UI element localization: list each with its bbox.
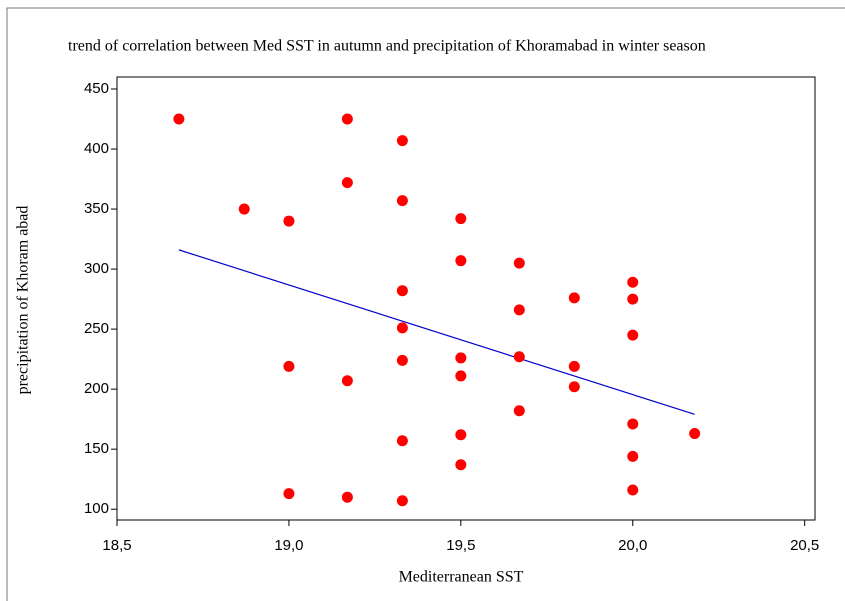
x-tick-label: 19,5 [446,537,475,554]
point [341,491,353,503]
point [513,257,525,269]
point [689,428,701,440]
fit-line [178,249,695,415]
y-tick-label: 400 [84,140,109,157]
point [396,322,408,334]
y-tick-label: 150 [84,440,109,457]
y-tick-label: 450 [84,80,109,97]
point [513,304,525,316]
point [627,450,639,462]
point [283,360,295,372]
point [568,292,580,304]
point [627,329,639,341]
point [568,381,580,393]
y-axis-label: precipitation of Khoram abad [15,206,32,395]
point [513,405,525,417]
point [627,293,639,305]
point [396,285,408,297]
x-tick-label: 20,5 [790,537,819,554]
point [341,113,353,125]
point [283,488,295,500]
point [283,215,295,227]
point [173,113,185,125]
point [568,360,580,372]
point [455,459,467,471]
point [341,375,353,387]
point [455,213,467,225]
window-frame [6,7,845,601]
x-tick-label: 20,0 [618,537,647,554]
point [513,351,525,363]
x-tick-label: 19,0 [274,537,303,554]
plot-frame [116,76,816,521]
point [455,352,467,364]
chart-title: trend of correlation between Med SST in … [68,38,706,55]
point [455,370,467,382]
point [627,418,639,430]
point [455,255,467,267]
y-tick-label: 200 [84,380,109,397]
x-axis-label: Mediterranean SST [399,569,524,586]
point [396,495,408,507]
x-tick-label: 18,5 [102,537,131,554]
point [396,195,408,207]
point [396,435,408,447]
y-tick-label: 250 [84,320,109,337]
point [627,276,639,288]
point [627,484,639,496]
point [341,177,353,189]
point [396,354,408,366]
point [396,135,408,147]
y-tick-label: 350 [84,200,109,217]
y-tick-label: 300 [84,260,109,277]
y-tick-label: 100 [84,500,109,517]
point [455,429,467,441]
point [238,203,250,215]
